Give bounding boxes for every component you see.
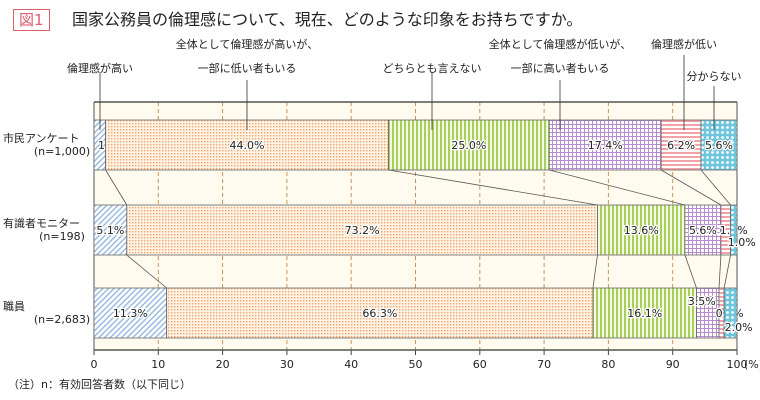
connector-line [592, 254, 598, 289]
data-label: 66.3% [362, 307, 397, 320]
x-tick-label: 10 [151, 358, 165, 371]
data-label: 5.6% [689, 224, 717, 237]
bar-segment [660, 119, 702, 171]
connector-line [388, 169, 598, 206]
data-label: 44.0% [230, 139, 265, 152]
connector-line [700, 169, 731, 206]
data-label: 11.3% [113, 307, 148, 320]
bar-segment [684, 204, 722, 256]
bar-segment [548, 119, 662, 171]
connector-line [549, 169, 686, 206]
connector-line [684, 254, 697, 289]
x-tick-label: 0 [91, 358, 98, 371]
data-label: 16.1% [627, 307, 662, 320]
connector-line [723, 254, 731, 289]
x-tick-label: 60 [473, 358, 487, 371]
bar-segment [730, 204, 738, 256]
bar-segment [597, 204, 686, 256]
bar-segment [126, 204, 598, 256]
legend-label: 倫理感が低い [651, 37, 717, 51]
connector-line [126, 254, 167, 289]
legend-label: 全体として倫理感が低いが、 [489, 37, 631, 51]
x-tick-label: 40 [344, 358, 358, 371]
data-label: 5.1% [96, 224, 124, 237]
data-label: 6.2% [667, 139, 695, 152]
data-label: 5.6% [705, 139, 733, 152]
data-label: 17.4% [588, 139, 623, 152]
figure-label: 図1 [13, 9, 50, 31]
legend-label: 倫理感が高い [67, 61, 133, 75]
bar-segment [93, 204, 128, 256]
x-unit-label: (%) [744, 358, 760, 371]
data-label: 3.5% [688, 295, 716, 308]
category-label: (n=198) [39, 230, 85, 243]
data-label: 25.0% [451, 139, 486, 152]
category-label: (n=1,000) [34, 145, 90, 158]
bar-segment [723, 287, 738, 339]
legend-label: 一部に高い者もいる [511, 61, 610, 75]
bar-segment [592, 287, 697, 339]
legend-label: 一部に低い者もいる [198, 61, 297, 75]
data-label: 1.0% [728, 236, 756, 249]
data-label: 73.2% [345, 224, 380, 237]
bar-segment [166, 287, 594, 339]
legend-label: 全体として倫理感が高いが、 [176, 37, 318, 51]
connector-line [660, 169, 722, 206]
bar-segment [700, 119, 738, 171]
x-tick-label: 100 [727, 358, 748, 371]
x-tick-label: 90 [666, 358, 680, 371]
category-label: 有識者モニター [3, 216, 80, 230]
legend-label: 分からない [687, 70, 742, 83]
x-tick-label: 30 [280, 358, 294, 371]
category-label: 市民アンケート [3, 131, 80, 145]
data-label: 2.0% [725, 321, 753, 334]
x-tick-label: 80 [601, 358, 615, 371]
x-tick-label: 50 [409, 358, 423, 371]
category-label: (n=2,683) [34, 313, 90, 326]
chart-title: 国家公務員の倫理感について、現在、どのような印象をお持ちですか。 [72, 10, 583, 29]
legend-label: どちらとも言えない [383, 62, 482, 75]
data-label: 13.6% [624, 224, 659, 237]
x-tick-label: 70 [537, 358, 551, 371]
connector-line [718, 254, 722, 289]
category-label: 職員 [3, 300, 25, 313]
connector-line [105, 169, 128, 206]
x-tick-label: 20 [216, 358, 230, 371]
bar-segment [93, 287, 168, 339]
bar-segment [388, 119, 550, 171]
footnote: （注）n：有効回答者数（以下同じ） [8, 378, 191, 391]
